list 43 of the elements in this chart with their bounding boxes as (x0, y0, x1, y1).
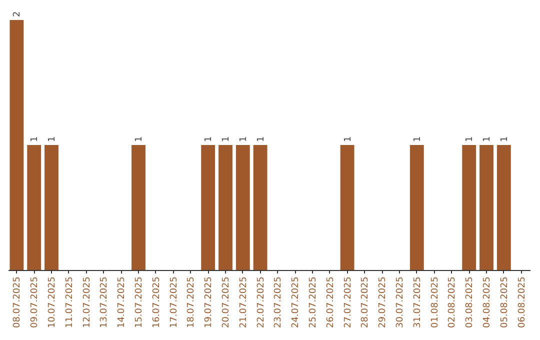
x-tick-label: 01.08.2025 (430, 276, 440, 328)
x-tick-label: 29.07.2025 (378, 276, 388, 328)
x-tick-label: 23.07.2025 (274, 276, 284, 328)
x-tick-label: 22.07.2025 (256, 276, 266, 328)
data-label: 1 (238, 136, 249, 142)
x-tick-label: 15.07.2025 (134, 276, 144, 328)
x-tick-label: 08.07.2025 (12, 276, 23, 328)
x-tick-label: 04.08.2025 (482, 276, 492, 328)
x-tick-label: 21.07.2025 (238, 276, 249, 328)
data-label: 1 (482, 136, 492, 142)
data-label: 2 (12, 11, 23, 17)
x-tick-label: 16.07.2025 (152, 276, 162, 328)
data-label: 1 (256, 136, 266, 142)
data-label: 1 (222, 136, 232, 142)
x-tick-label: 10.07.2025 (48, 276, 58, 328)
x-tick-label: 27.07.2025 (343, 276, 354, 328)
x-tick-label: 17.07.2025 (169, 276, 180, 328)
x-tick-label: 20.07.2025 (222, 276, 232, 328)
data-label: 1 (48, 136, 58, 142)
data-label: 1 (412, 136, 423, 142)
data-label: 1 (500, 136, 510, 142)
x-tick-label: 09.07.2025 (30, 276, 40, 328)
x-tick-label: 31.07.2025 (412, 276, 423, 328)
data-label: 1 (465, 136, 476, 142)
data-label: 1 (134, 136, 144, 142)
x-tick-label: 26.07.2025 (326, 276, 336, 328)
x-tick-label: 05.08.2025 (500, 276, 510, 328)
x-tick-label: 18.07.2025 (186, 276, 197, 328)
x-tick-label: 12.07.2025 (82, 276, 92, 328)
x-tick-label: 06.08.2025 (517, 276, 528, 328)
x-tick-label: 14.07.2025 (117, 276, 128, 328)
x-tick-label: 03.08.2025 (465, 276, 476, 328)
x-tick-label: 28.07.2025 (360, 276, 371, 328)
x-tick-label: 25.07.2025 (308, 276, 318, 328)
data-label: 1 (343, 136, 354, 142)
x-tick-label: 13.07.2025 (100, 276, 110, 328)
x-tick-label: 02.08.2025 (448, 276, 458, 328)
data-label: 1 (30, 136, 40, 142)
x-tick-label: 30.07.2025 (396, 276, 406, 328)
x-tick-label: 19.07.2025 (204, 276, 214, 328)
x-tick-label: 11.07.2025 (64, 276, 75, 328)
data-label: 1 (204, 136, 214, 142)
x-tick-label: 24.07.2025 (291, 276, 302, 328)
